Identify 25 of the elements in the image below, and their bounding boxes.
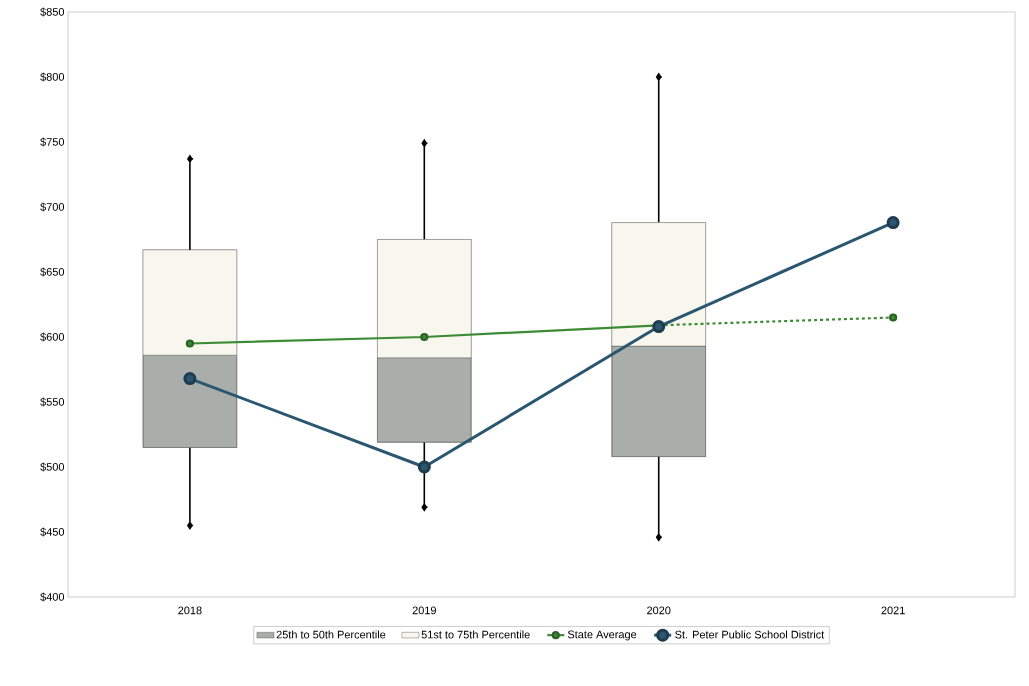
y-tick-label: $700 — [40, 202, 65, 212]
point — [417, 460, 431, 474]
y-tick-label: $550 — [40, 397, 65, 407]
point — [886, 216, 900, 230]
legend-label: 25th to 50th Percentile — [276, 630, 386, 639]
y-tick-label: $600 — [40, 332, 65, 342]
legend-label: 51st to 75th Percentile — [421, 630, 530, 639]
x-tick-label: 2021 — [881, 606, 905, 615]
legend-label: St. Peter Public School District — [675, 630, 825, 639]
y-tick-label: $450 — [40, 527, 65, 537]
x-tick-label: 2019 — [412, 606, 436, 615]
point — [183, 372, 197, 386]
legend-label: State Average — [567, 630, 637, 641]
y-tick-label: $650 — [40, 267, 65, 277]
point — [652, 320, 666, 334]
y-tick-label: $400 — [40, 592, 65, 602]
y-tick-label: $750 — [40, 137, 65, 147]
y-tick-label: $800 — [40, 72, 65, 82]
x-tick-label: 2018 — [178, 606, 202, 615]
x-tick-label: 2020 — [647, 606, 671, 615]
y-tick-label: $500 — [40, 462, 65, 472]
point — [420, 332, 429, 342]
point — [185, 339, 194, 348]
point — [889, 313, 898, 322]
y-tick-label: $850 — [40, 7, 65, 17]
